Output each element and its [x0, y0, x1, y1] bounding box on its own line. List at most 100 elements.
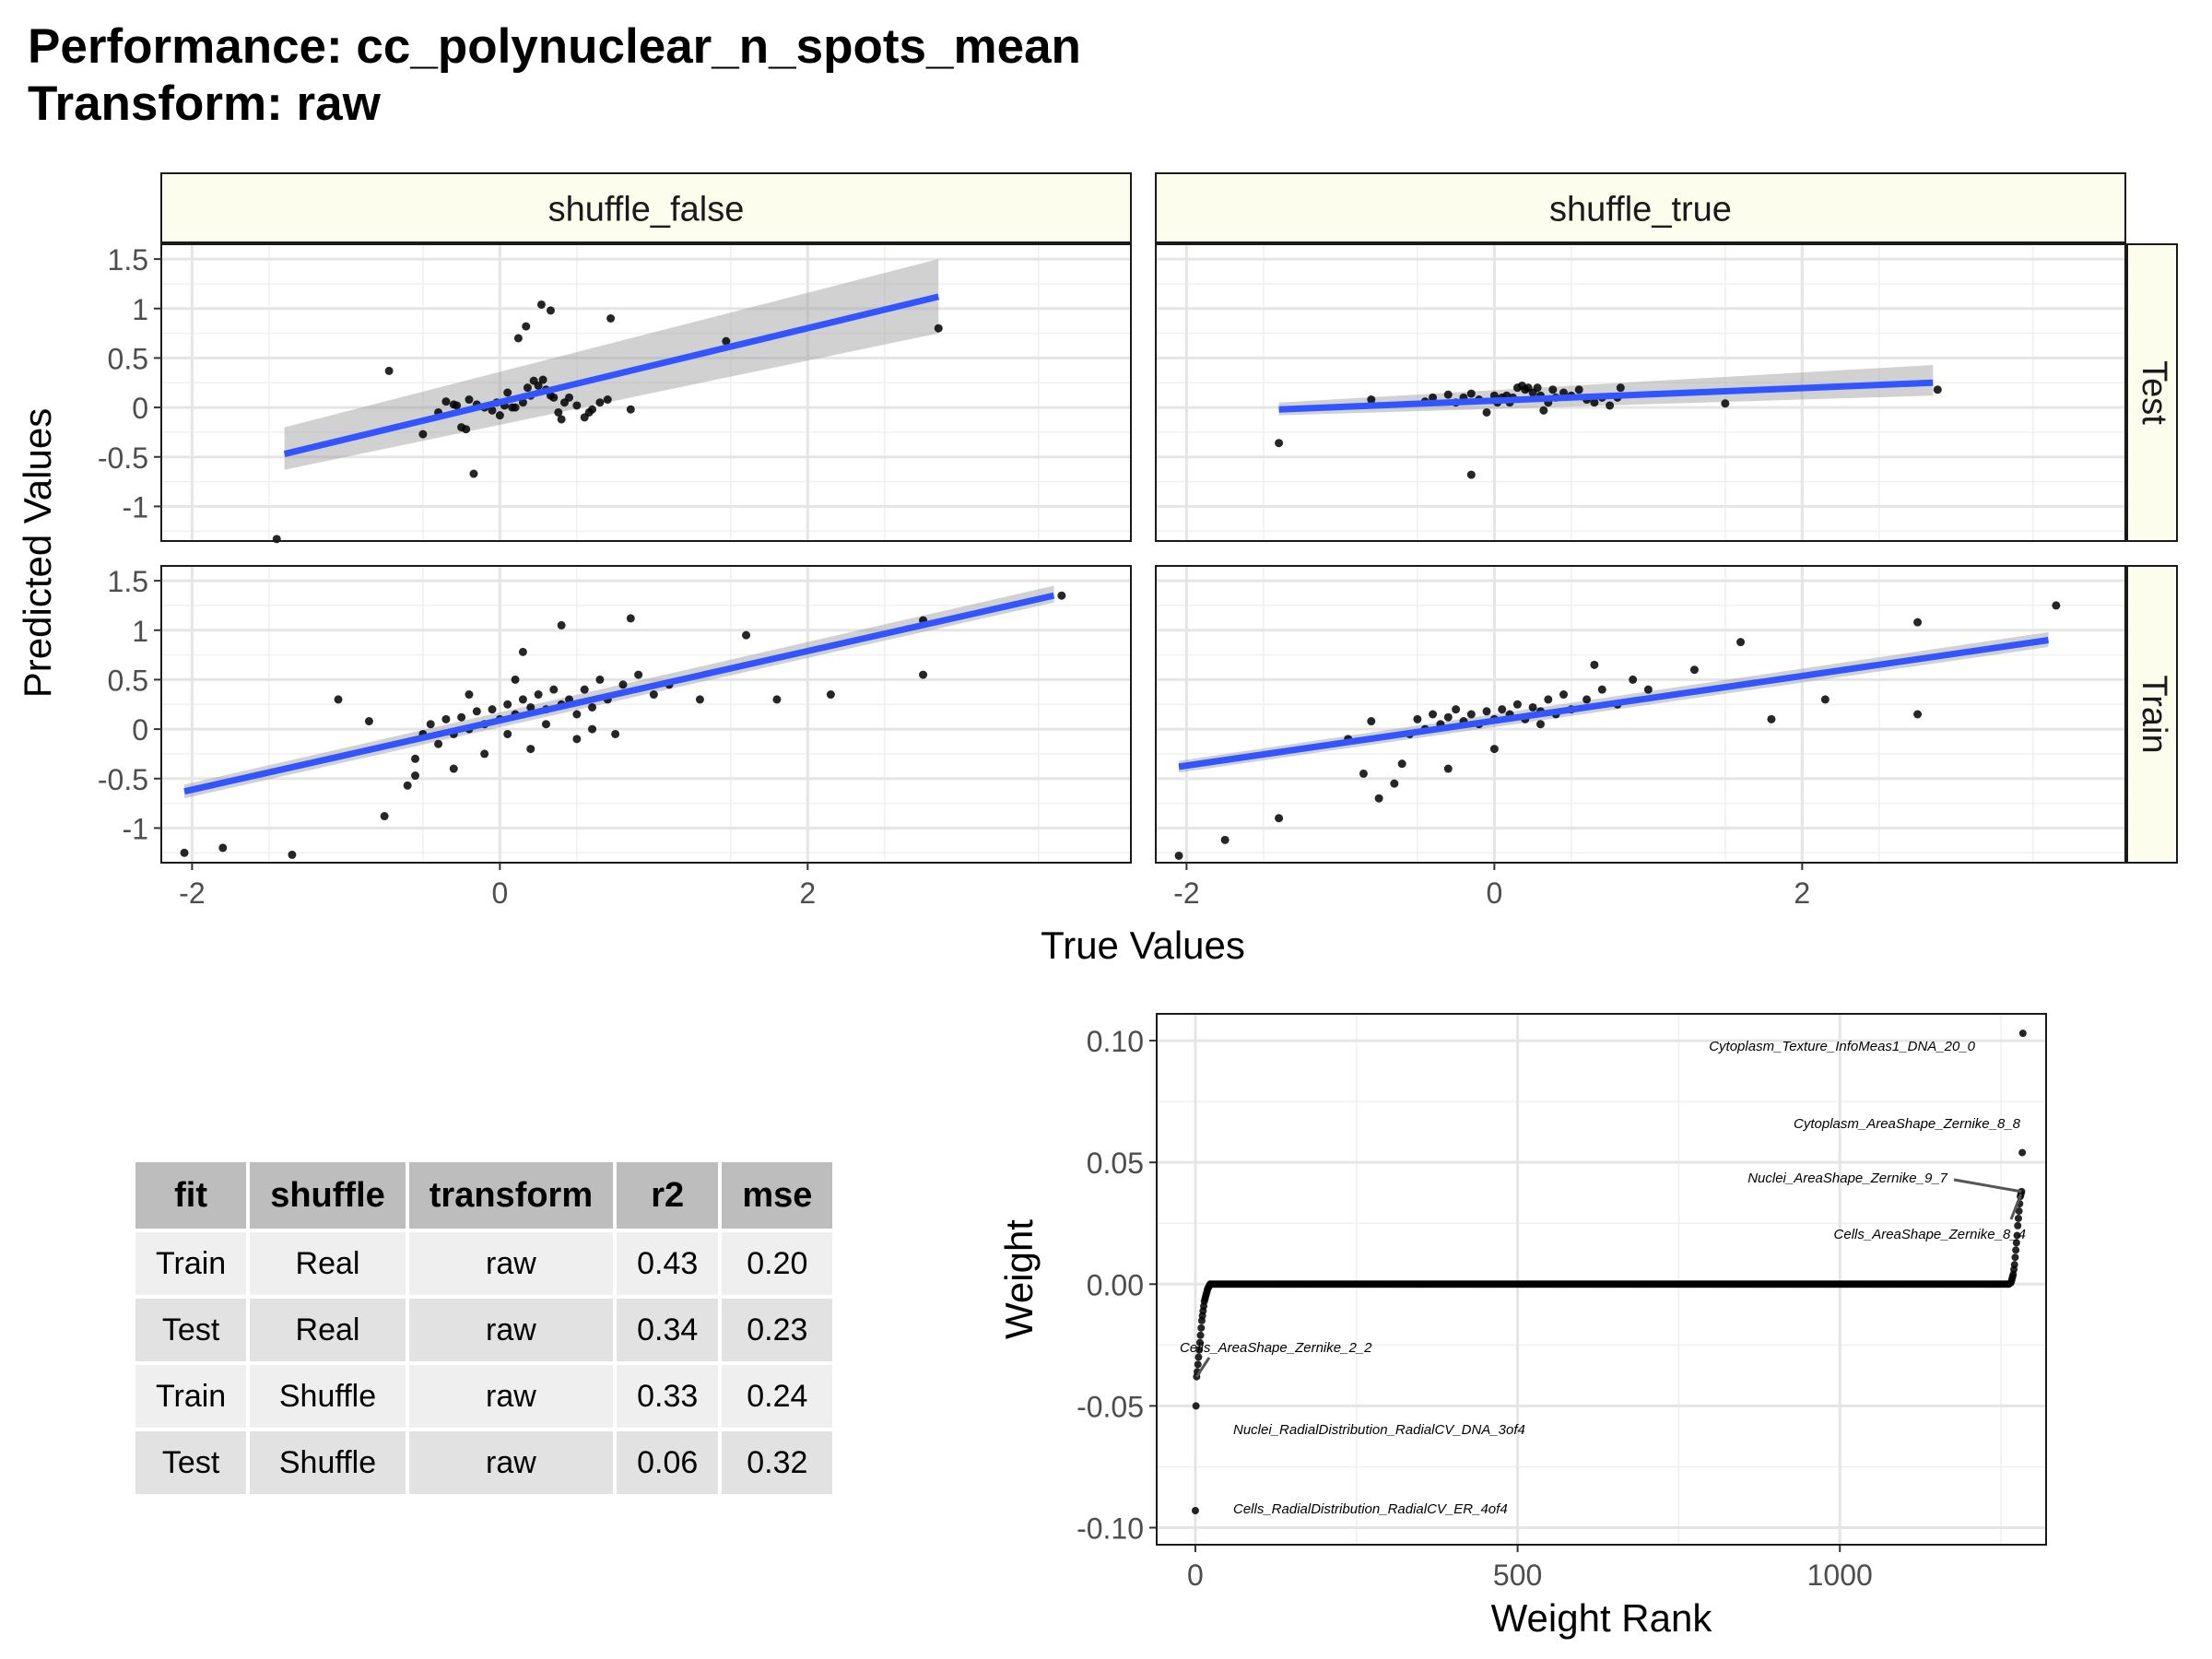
data-point — [1196, 1331, 1205, 1339]
data-point — [534, 690, 543, 700]
regression-line — [183, 592, 1055, 795]
regression-line — [283, 293, 940, 457]
y-tick-label: 1 — [132, 293, 148, 326]
data-point — [1820, 695, 1830, 704]
table-header-fit: fit — [135, 1162, 247, 1229]
data-point — [518, 695, 527, 704]
y-tick-label: -0.10 — [1077, 1512, 1144, 1546]
table-cell-r2: 0.33 — [617, 1365, 719, 1428]
x-axis-title: Weight Rank — [1491, 1596, 1713, 1640]
data-point — [1583, 695, 1592, 704]
data-point — [503, 388, 512, 397]
panel-border — [1155, 565, 2126, 864]
data-point — [1597, 685, 1606, 694]
data-point — [634, 670, 643, 679]
data-point — [272, 535, 281, 544]
data-point — [1191, 1507, 1199, 1515]
data-point — [480, 749, 489, 759]
data-point — [549, 393, 559, 402]
table-cell-r2: 0.43 — [617, 1232, 719, 1295]
data-point — [572, 735, 582, 744]
data-point — [2018, 1030, 2027, 1038]
table-cell-mse: 0.32 — [722, 1431, 833, 1494]
table-cell-transform: raw — [408, 1365, 614, 1428]
data-point — [1390, 779, 1399, 788]
data-point — [1616, 383, 1625, 393]
data-point — [1192, 1402, 1200, 1410]
weight-rank-plot: 0 500 1000 0.10 0.05 0.00 -0.05 -0.10 Cytoplasm_… — [997, 1013, 2047, 1640]
data-point — [1194, 1360, 1202, 1369]
annotation-leader-line — [2009, 1193, 2023, 1220]
annotation-label: Nuclei_RadialDistribution_RadialCV_DNA_3… — [1233, 1422, 1525, 1438]
x-tick-label: 500 — [1493, 1559, 1542, 1592]
data-point — [626, 614, 635, 623]
data-point — [1574, 385, 1583, 394]
annotation-label: Cells_AreaShape_Zernike_2_2 — [1180, 1340, 1372, 1356]
data-point — [2018, 1148, 2027, 1157]
data-point — [2010, 1261, 2018, 1269]
facet-panel-shuffle_false-test: 1.5 1 0.5 0 -0.5 -1 — [98, 243, 1132, 544]
table-cell-r2: 0.34 — [617, 1299, 719, 1361]
table-cell-fit: Train — [135, 1232, 247, 1295]
data-point — [588, 405, 597, 414]
data-point — [288, 850, 297, 859]
data-point — [441, 397, 451, 406]
y-tick-label: -0.5 — [98, 441, 148, 475]
y-tick-label: 0.5 — [108, 342, 148, 375]
data-point — [1533, 383, 1542, 393]
data-point — [1512, 700, 1522, 709]
data-point — [1482, 407, 1491, 417]
data-point — [1590, 398, 1599, 407]
data-point — [1275, 439, 1284, 448]
y-tick-label: 1.5 — [108, 243, 148, 276]
data-point — [695, 695, 704, 704]
panel-border — [160, 565, 1132, 864]
data-point — [588, 702, 597, 712]
table-cell-shuffle: Shuffle — [250, 1431, 406, 1494]
data-point — [503, 729, 512, 738]
data-point — [2013, 1231, 2021, 1240]
annotation-label: Cells_AreaShape_Zernike_8_4 — [1834, 1227, 2026, 1242]
data-point — [1544, 695, 1553, 704]
table-header-row: fit shuffle transform r2 mse — [135, 1162, 833, 1229]
table-cell-fit: Train — [135, 1365, 247, 1428]
data-point — [1482, 707, 1491, 716]
y-tick-label: 1.5 — [108, 565, 148, 598]
data-point — [541, 720, 550, 729]
y-axis-title: Predicted Values — [16, 408, 59, 698]
y-tick-label: 1 — [132, 615, 148, 648]
data-point — [1443, 390, 1453, 399]
facet-strip-test — [2126, 243, 2178, 542]
data-point — [2014, 1221, 2022, 1230]
data-point — [554, 407, 563, 417]
data-point — [180, 848, 189, 857]
data-point — [1933, 385, 1942, 394]
panel-background — [1157, 1014, 2046, 1545]
data-point — [488, 406, 497, 415]
data-point — [572, 401, 582, 410]
data-point — [1689, 665, 1699, 675]
data-point — [1498, 705, 1507, 714]
data-point — [488, 705, 497, 714]
x-tick-label: -2 — [179, 877, 205, 910]
data-point — [1374, 794, 1383, 803]
data-point — [434, 739, 443, 748]
data-point — [503, 700, 512, 709]
data-point — [580, 685, 589, 694]
data-point — [1194, 1353, 1203, 1361]
data-point — [1195, 1338, 1204, 1347]
y-tick-label: 0.05 — [1087, 1147, 1144, 1180]
data-point — [2011, 1253, 2019, 1262]
data-point — [384, 366, 394, 375]
data-point — [534, 381, 543, 390]
table-cell-mse: 0.23 — [722, 1299, 833, 1361]
table-cell-transform: raw — [408, 1299, 614, 1361]
table-header-transform: transform — [408, 1162, 614, 1229]
table-row: Test Real raw 0.34 0.23 — [135, 1299, 833, 1361]
data-point — [1535, 720, 1545, 729]
facet-strip-label: shuffle_false — [548, 191, 745, 229]
data-point — [2012, 1246, 2020, 1254]
data-point — [1590, 660, 1599, 669]
annotation-label: Nuclei_AreaShape_Zernike_9_7 — [1747, 1171, 1947, 1186]
data-point — [518, 647, 527, 656]
